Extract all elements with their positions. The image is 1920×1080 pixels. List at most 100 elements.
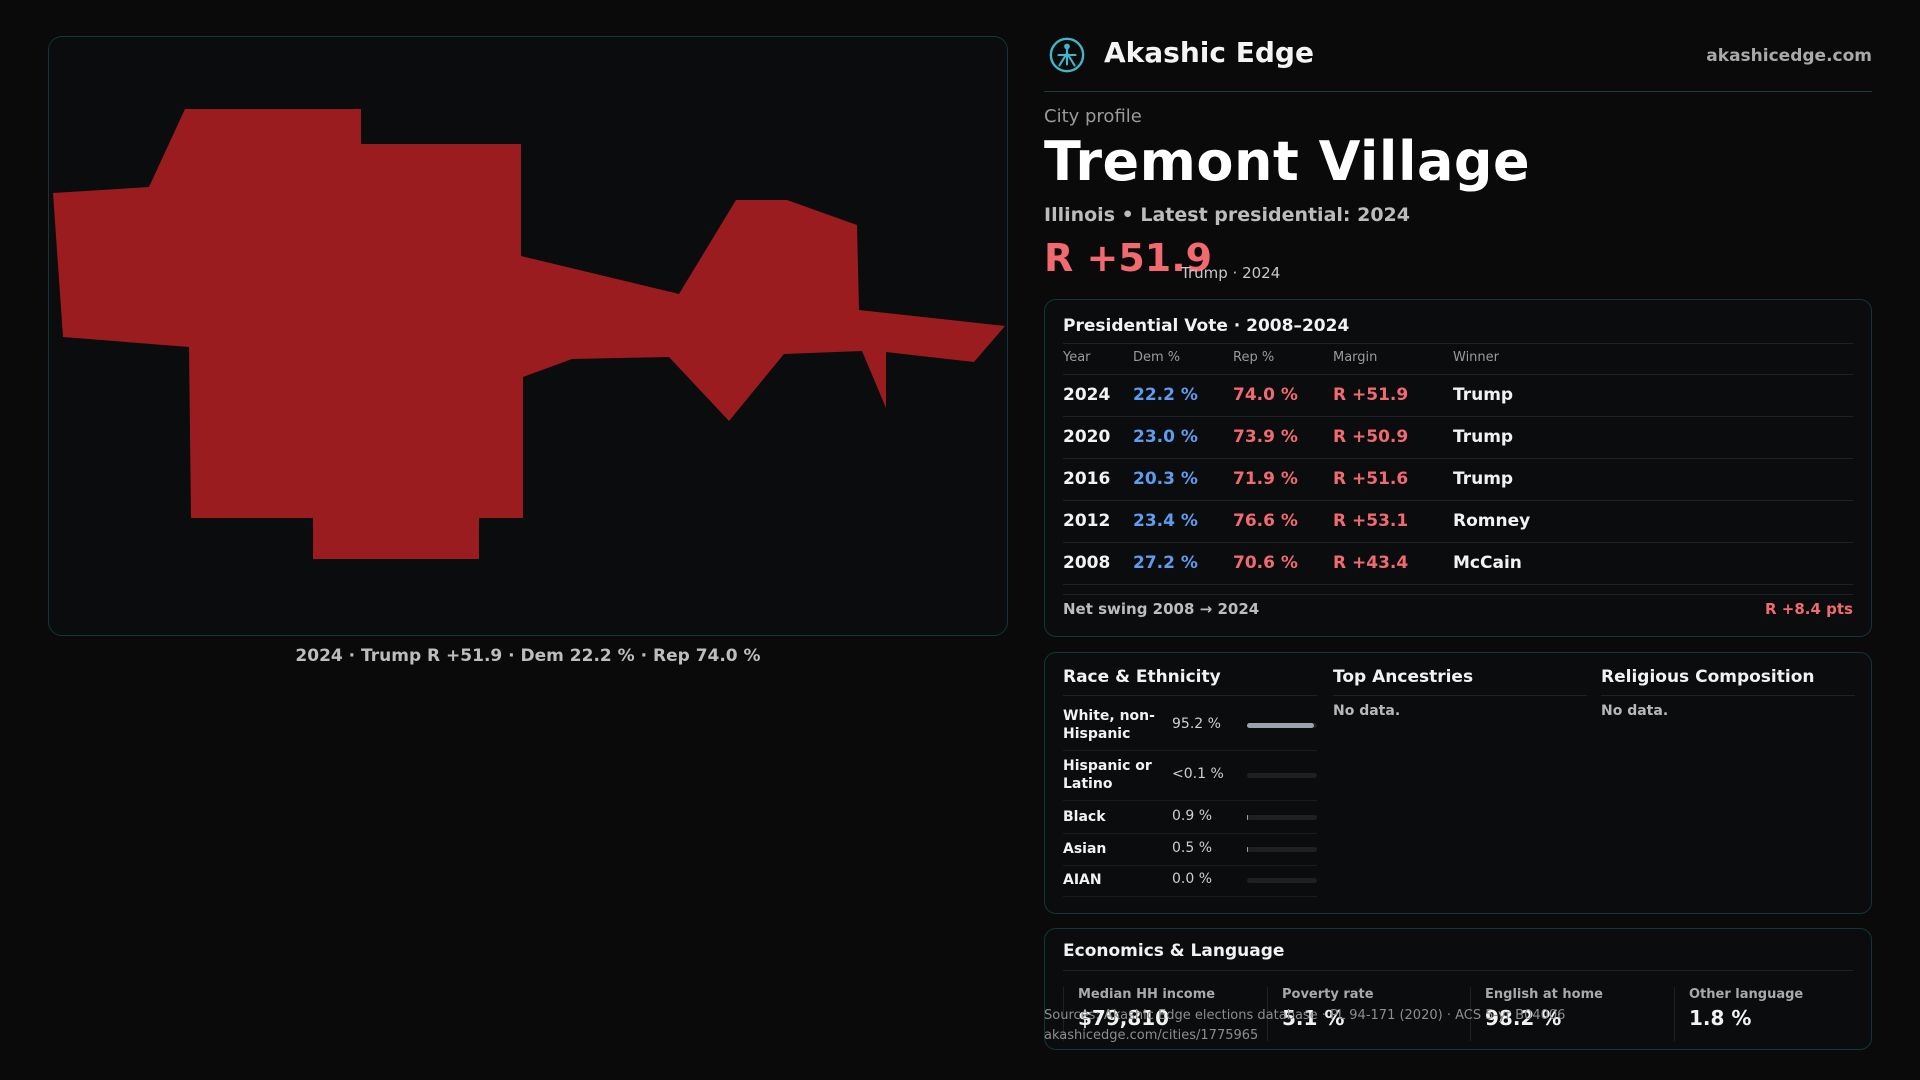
econ-label: Other language (1689, 987, 1804, 1002)
divider (1063, 374, 1853, 375)
source-url[interactable]: akashicedge.com/cities/1775965 (1044, 1028, 1259, 1043)
race-label: Black (1063, 809, 1106, 825)
cell-dem: 23.4 % (1133, 511, 1198, 531)
cell-rep: 76.6 % (1233, 511, 1298, 531)
econ-value: 98.2 % (1485, 1006, 1562, 1030)
race-label: Hispanic or Latino (1063, 758, 1152, 792)
cell-dem: 23.0 % (1133, 427, 1198, 447)
col-header-rep: Rep % (1233, 350, 1275, 365)
econ-value: 1.8 % (1689, 1006, 1752, 1030)
race-value: 95.2 % (1172, 716, 1221, 732)
city-boundary-shape (53, 109, 1005, 559)
cell-year: 2024 (1063, 385, 1111, 405)
divider (1333, 695, 1587, 696)
economics-title: Economics & Language (1063, 941, 1285, 961)
table-row: 2016 20.3 % 71.9 % R +51.6 Trump (1063, 459, 1853, 501)
econ-label: Median HH income (1078, 987, 1216, 1002)
econ-label: English at home (1485, 987, 1603, 1002)
city-map-panel (48, 36, 1008, 636)
cell-dem: 27.2 % (1133, 553, 1198, 573)
ancestries-empty-text: No data. (1333, 703, 1401, 719)
divider (1063, 695, 1317, 696)
econ-stat-poverty-rate: Poverty rate 5.1 % (1267, 987, 1467, 1041)
divider (1063, 343, 1853, 344)
cell-year: 2020 (1063, 427, 1111, 447)
top-ancestries-title: Top Ancestries (1333, 667, 1474, 687)
cell-winner: Trump (1453, 427, 1514, 447)
race-label: White, non-Hispanic (1063, 708, 1155, 742)
divider (1063, 594, 1853, 595)
divider (1063, 970, 1853, 971)
table-row: 2008 27.2 % 70.6 % R +43.4 McCain (1063, 543, 1853, 585)
cell-rep: 74.0 % (1233, 385, 1298, 405)
religion-empty-text: No data. (1601, 703, 1669, 719)
cell-year: 2016 (1063, 469, 1111, 489)
race-bar (1247, 847, 1317, 852)
race-row: AIAN 0.0 % (1063, 867, 1317, 897)
cell-margin: R +53.1 (1333, 511, 1409, 531)
cell-margin: R +51.9 (1333, 385, 1409, 405)
race-row: Asian 0.5 % (1063, 835, 1317, 866)
econ-stat-english-at-home: English at home 98.2 % (1470, 987, 1670, 1041)
cell-margin: R +51.6 (1333, 469, 1409, 489)
table-row: 2012 23.4 % 76.6 % R +53.1 Romney (1063, 501, 1853, 543)
presidential-vote-card: Presidential Vote · 2008–2024 Year Dem %… (1044, 299, 1872, 637)
race-row: Hispanic or Latino <0.1 % (1063, 753, 1317, 801)
cell-winner: Trump (1453, 469, 1514, 489)
race-row: Black 0.9 % (1063, 803, 1317, 834)
race-value: 0.9 % (1172, 808, 1213, 824)
race-bar (1247, 878, 1317, 883)
table-row: 2020 23.0 % 73.9 % R +50.9 Trump (1063, 417, 1853, 459)
econ-label: Poverty rate (1282, 987, 1374, 1002)
cell-winner: Trump (1453, 385, 1514, 405)
race-bar (1247, 723, 1317, 728)
race-value: 0.5 % (1172, 840, 1213, 856)
city-boundary-map (53, 109, 1005, 559)
col-header-year: Year (1063, 350, 1091, 365)
source-citation: Sources: Akashic Edge elections database… (1044, 1008, 1566, 1023)
page-kicker: City profile (1044, 106, 1142, 127)
divider (1601, 695, 1855, 696)
net-swing-value: R +8.4 pts (1765, 600, 1853, 618)
latest-margin-note: Trump · 2024 (1181, 264, 1281, 282)
latest-margin: R +51.9 (1044, 236, 1213, 280)
page-subtitle: Illinois • Latest presidential: 2024 (1044, 204, 1411, 226)
col-header-margin: Margin (1333, 350, 1378, 365)
cell-dem: 22.2 % (1133, 385, 1198, 405)
race-label: AIAN (1063, 872, 1102, 888)
econ-value: 5.1 % (1282, 1006, 1345, 1030)
econ-stat-other-language: Other language 1.8 % (1674, 987, 1854, 1041)
cell-year: 2012 (1063, 511, 1111, 531)
page-title: Tremont Village (1044, 130, 1531, 193)
race-bar (1247, 815, 1317, 820)
source-footer: Sources: Akashic Edge elections database… (1044, 1006, 1565, 1046)
akashic-edge-logo-icon[interactable] (1048, 36, 1086, 74)
race-label: Asian (1063, 841, 1107, 857)
religious-composition-title: Religious Composition (1601, 667, 1815, 687)
site-link[interactable]: akashicedge.com (1706, 46, 1872, 66)
brand-name[interactable]: Akashic Edge (1104, 36, 1314, 69)
race-value: 0.0 % (1172, 871, 1213, 887)
race-ethnicity-title: Race & Ethnicity (1063, 667, 1221, 687)
cell-winner: McCain (1453, 553, 1522, 573)
presidential-vote-title: Presidential Vote · 2008–2024 (1063, 316, 1350, 336)
table-row: 2024 22.2 % 74.0 % R +51.9 Trump (1063, 375, 1853, 417)
race-row: White, non-Hispanic 95.2 % (1063, 703, 1317, 751)
cell-dem: 20.3 % (1133, 469, 1198, 489)
cell-margin: R +50.9 (1333, 427, 1409, 447)
econ-stat-median-income: Median HH income $79,810 (1063, 987, 1263, 1041)
cell-margin: R +43.4 (1333, 553, 1409, 573)
header: Akashic Edge akashicedge.com (1044, 30, 1872, 92)
map-caption: 2024 · Trump R +51.9 · Dem 22.2 % · Rep … (295, 646, 761, 666)
race-value: <0.1 % (1172, 766, 1224, 782)
col-header-dem: Dem % (1133, 350, 1181, 365)
economics-card: Economics & Language Median HH income $7… (1044, 928, 1872, 1050)
cell-rep: 73.9 % (1233, 427, 1298, 447)
cell-winner: Romney (1453, 511, 1531, 531)
cell-rep: 70.6 % (1233, 553, 1298, 573)
city-profile-column: Akashic Edge akashicedge.com City profil… (1044, 0, 1872, 1080)
cell-rep: 71.9 % (1233, 469, 1298, 489)
col-header-winner: Winner (1453, 350, 1500, 365)
demographics-card: Race & Ethnicity White, non-Hispanic 95.… (1044, 652, 1872, 914)
net-swing-label: Net swing 2008 → 2024 (1063, 600, 1260, 618)
